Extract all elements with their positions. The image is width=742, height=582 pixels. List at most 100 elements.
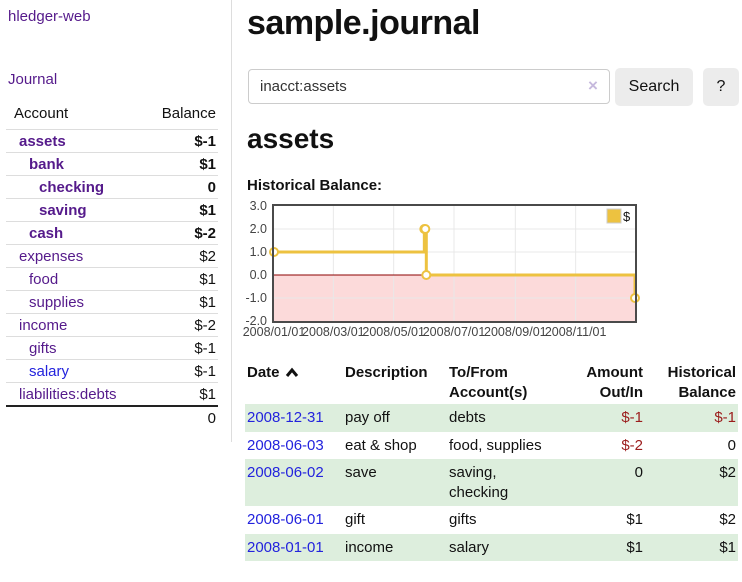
clear-search-icon[interactable]: × (588, 76, 598, 95)
register-header-accounts: To/From Account(s) (449, 364, 528, 401)
sort-ascending-icon (285, 367, 298, 377)
account-balance: $2 (140, 244, 218, 268)
sidebar-account-income[interactable]: income (19, 316, 68, 334)
register-amount: $-1 (621, 409, 643, 426)
account-row: liabilities:debts $1 (6, 382, 218, 406)
register-date-link[interactable]: 2008-06-03 (247, 436, 324, 454)
register-description: income (345, 538, 394, 556)
sidebar-account-gifts[interactable]: gifts (29, 339, 57, 357)
account-row: supplies $1 (6, 290, 218, 314)
accounts-total-spacer (6, 405, 141, 430)
accounts-table: Account Balance assets $-1 bank $1 checking 0… (6, 102, 218, 430)
accounts-total-row: 0 (6, 405, 218, 430)
register-amount: $-2 (621, 436, 643, 454)
register-row: 2008-01-01 income salary $1 $1 (245, 533, 738, 561)
register-row: 2008-06-01 gift gifts $1 $2 (245, 506, 738, 534)
chart-y-tick-label: 2.0 (250, 222, 267, 236)
sidebar-account-supplies[interactable]: supplies (29, 293, 85, 311)
chart-label: Historical Balance: (247, 177, 383, 194)
register-date-cell: 2008-06-01 (245, 506, 343, 534)
chart-y-tick-label: 0.0 (250, 268, 267, 282)
sidebar-account-assets[interactable]: assets (19, 132, 66, 150)
sidebar-account-cash[interactable]: cash (29, 224, 64, 242)
chart-x-tick-label: 2008/07/01 (423, 325, 486, 339)
sidebar-account-saving[interactable]: saving (39, 201, 87, 219)
register-header-row: Date Description To/From Account(s) Amou… (245, 361, 738, 404)
register-balance: $1 (719, 538, 736, 556)
account-row: expenses $2 (6, 244, 218, 268)
sidebar-account-bank[interactable]: bank (29, 155, 65, 173)
account-balance: 0 (140, 175, 218, 199)
sidebar-account-checking[interactable]: checking (39, 178, 105, 196)
account-balance: $-2 (140, 313, 218, 337)
help-button[interactable]: ? (703, 68, 739, 106)
account-row: checking 0 (6, 175, 218, 199)
sidebar-account-expenses[interactable]: expenses (19, 247, 84, 265)
chart-x-tick-label: 2008/03/01 (302, 325, 365, 339)
account-name-cell: saving (6, 198, 141, 222)
register-balance: 0 (727, 436, 736, 454)
register-row: 2008-06-03 eat & shop food, supplies $-2 0 (245, 432, 738, 460)
register-header-date[interactable]: Date (245, 361, 343, 404)
register-balance: $-1 (714, 409, 736, 426)
register-accounts: gifts (449, 511, 477, 528)
account-row: gifts $-1 (6, 336, 218, 360)
historical-balance-chart: 2008/01/012008/03/012008/05/012008/07/01… (243, 199, 640, 339)
chart-y-tick-label: 1.0 (250, 245, 267, 259)
account-row: food $1 (6, 267, 218, 291)
page-title: sample.journal (247, 4, 480, 42)
chart-data-point (420, 224, 431, 234)
register-date-link[interactable]: 2008-06-02 (247, 464, 324, 481)
account-name-cell: liabilities:debts (6, 382, 141, 406)
account-row: saving $1 (6, 198, 218, 222)
register-amount: 0 (634, 464, 643, 481)
search-input[interactable] (248, 69, 610, 104)
register-accounts: salary (449, 538, 490, 556)
accounts-table-header: Account Balance (6, 102, 218, 130)
account-row: salary $-1 (6, 359, 218, 383)
register-row: 2008-12-31 pay off debts $-1 $-1 (245, 404, 738, 432)
register-row: 2008-06-02 save saving, checking 0 $2 (245, 459, 738, 506)
register-amount: $1 (626, 538, 643, 556)
accounts-header-account: Account (14, 105, 69, 122)
register-date-link[interactable]: 2008-01-01 (247, 538, 324, 556)
register-date-cell: 2008-06-02 (245, 459, 343, 506)
chart-x-tick-label: 2008/05/01 (362, 325, 425, 339)
register-date-link[interactable]: 2008-12-31 (247, 409, 324, 426)
register-accounts: debts (449, 409, 486, 426)
account-name-cell: salary (6, 359, 141, 383)
register-accounts: food, supplies (449, 436, 542, 454)
register-header-date-label: Date (247, 364, 280, 381)
account-balance: $1 (140, 267, 218, 291)
account-balance: $-1 (140, 359, 218, 383)
chart-border (272, 204, 637, 323)
chart-legend-label: $ (623, 209, 631, 224)
chart-data-point (421, 270, 432, 280)
sidebar-account-salary[interactable]: salary (29, 362, 70, 380)
account-balance: $-1 (140, 129, 218, 153)
chart-legend-swatch (606, 208, 622, 224)
chart-y-tick-label: -1.0 (245, 291, 267, 305)
register-description: gift (345, 511, 366, 528)
register-table: Date Description To/From Account(s) Amou… (245, 361, 738, 561)
sidebar-account-food[interactable]: food (29, 270, 59, 288)
register-description: save (345, 464, 377, 481)
register-amount: $1 (626, 511, 643, 528)
register-date-link[interactable]: 2008-06-01 (247, 511, 324, 528)
account-title: assets (247, 123, 335, 154)
search-button[interactable]: Search (615, 68, 693, 106)
account-name-cell: assets (6, 129, 141, 153)
register-date-cell: 2008-06-03 (245, 432, 343, 460)
account-name-cell: gifts (6, 336, 141, 360)
account-balance: $-2 (140, 221, 218, 245)
account-name-cell: cash (6, 221, 141, 245)
sidebar-account-liabilities:debts[interactable]: liabilities:debts (19, 385, 117, 403)
chart-x-tick-label: 2008/01/01 (243, 325, 306, 339)
register-header-amount: Amount Out/In (586, 364, 643, 401)
chart-y-tick-label: 3.0 (250, 199, 267, 213)
account-balance: $1 (140, 290, 218, 314)
register-description: eat & shop (345, 436, 417, 454)
brand-link[interactable]: hledger-web (8, 8, 91, 25)
account-name-cell: checking (6, 175, 141, 199)
sidebar-item-journal[interactable]: Journal (8, 71, 58, 88)
